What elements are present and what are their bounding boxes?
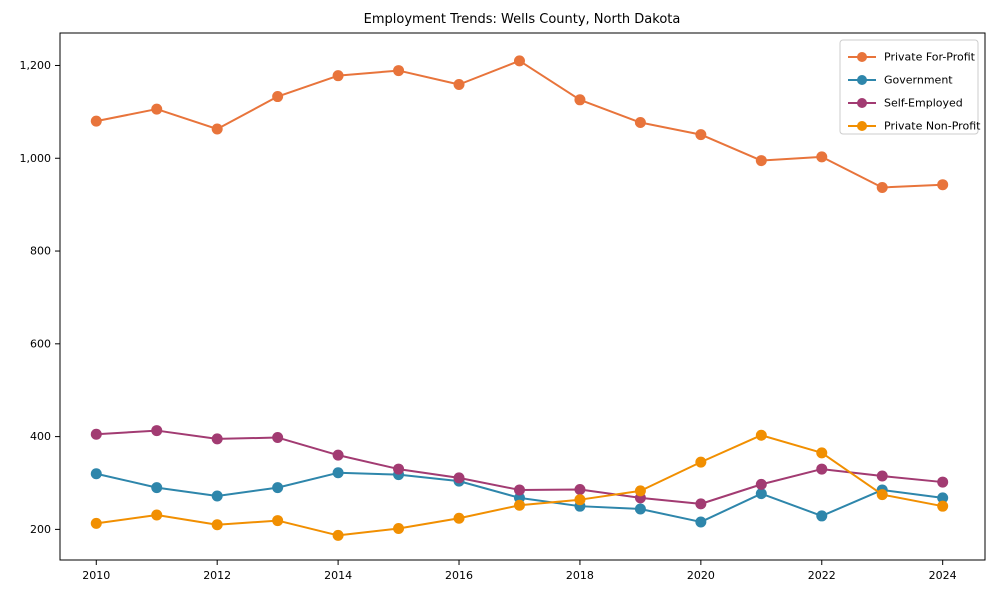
y-tick-label: 800: [30, 245, 51, 258]
legend-marker: [857, 52, 867, 62]
data-point-marker: [393, 65, 405, 77]
data-point-marker: [513, 499, 525, 511]
data-point-marker: [211, 123, 223, 135]
data-point-marker: [574, 494, 586, 506]
legend-marker: [857, 75, 867, 85]
x-tick-label: 2020: [687, 569, 715, 582]
legend-box: [839, 39, 979, 135]
data-point-marker: [151, 425, 163, 437]
legend-marker: [857, 121, 867, 131]
legend-entry: Government: [848, 74, 953, 87]
plot-spines: [59, 32, 986, 561]
data-point-marker: [574, 483, 586, 495]
data-point-marker: [634, 485, 646, 497]
x-tick-label: 2014: [324, 569, 352, 582]
series-private-for-profit: [90, 55, 949, 193]
x-tick-label: 2016: [445, 569, 473, 582]
data-point-marker: [211, 519, 223, 531]
data-point-marker: [332, 70, 344, 82]
data-point-marker: [272, 482, 284, 494]
data-point-marker: [634, 503, 646, 515]
data-point-marker: [695, 456, 707, 468]
y-tick-label: 1,200: [20, 59, 52, 72]
data-point-marker: [151, 509, 163, 521]
legend-label: Private For-Profit: [884, 51, 976, 64]
x-tick-label: 2018: [566, 569, 594, 582]
x-tick-label: 2012: [203, 569, 231, 582]
y-tick-label: 600: [30, 337, 51, 350]
y-tick-label: 400: [30, 430, 51, 443]
plot-area: [59, 32, 986, 561]
data-point-marker: [816, 510, 828, 522]
data-point-marker: [876, 489, 888, 501]
data-point-marker: [755, 478, 767, 490]
y-tick-label: 1,000: [20, 152, 52, 165]
data-point-marker: [937, 492, 949, 504]
legend-entry: Private Non-Profit: [848, 120, 981, 133]
data-point-marker: [453, 472, 465, 484]
data-point-marker: [393, 463, 405, 475]
data-point-marker: [332, 467, 344, 479]
data-point-marker: [332, 529, 344, 541]
data-point-marker: [513, 55, 525, 67]
data-point-marker: [695, 498, 707, 510]
data-point-marker: [90, 115, 102, 127]
data-point-marker: [937, 179, 949, 191]
data-point-marker: [755, 488, 767, 500]
data-point-marker: [513, 484, 525, 496]
legend: Private For-Profit Government Self-Employe…: [839, 39, 981, 135]
data-point-marker: [272, 91, 284, 103]
x-tick-label: 2022: [808, 569, 836, 582]
data-point-marker: [755, 155, 767, 167]
data-point-marker: [937, 500, 949, 512]
y-axis: 200 400 600 800 1,000 1,200: [20, 59, 60, 536]
data-point-marker: [151, 103, 163, 115]
data-point-marker: [695, 516, 707, 528]
x-tick-label: 2024: [929, 569, 957, 582]
series-lines: [90, 55, 949, 541]
data-point-marker: [332, 449, 344, 461]
x-tick-label: 2010: [82, 569, 110, 582]
data-point-marker: [211, 433, 223, 445]
data-point-marker: [453, 78, 465, 90]
data-point-marker: [90, 517, 102, 529]
data-point-marker: [937, 476, 949, 488]
legend-entry: Self-Employed: [848, 97, 963, 110]
data-point-marker: [574, 94, 586, 106]
data-point-marker: [453, 512, 465, 524]
data-point-marker: [393, 522, 405, 534]
data-point-marker: [272, 432, 284, 444]
legend-label: Self-Employed: [884, 97, 963, 110]
data-point-marker: [816, 151, 828, 163]
y-tick-label: 200: [30, 523, 51, 536]
data-point-marker: [634, 117, 646, 129]
data-point-marker: [876, 470, 888, 482]
x-axis: 2010 2012 2014 2016 2018 2020 2022 2024: [82, 560, 957, 582]
data-point-marker: [695, 129, 707, 141]
data-point-marker: [876, 181, 888, 193]
data-point-marker: [211, 490, 223, 502]
legend-label: Private Non-Profit: [884, 120, 981, 133]
legend-entry: Private For-Profit: [848, 51, 976, 64]
data-point-marker: [755, 429, 767, 441]
legend-label: Government: [884, 74, 953, 87]
chart-title: Employment Trends: Wells County, North D…: [364, 12, 681, 27]
data-point-marker: [90, 468, 102, 480]
data-point-marker: [816, 463, 828, 475]
data-point-marker: [151, 482, 163, 494]
data-point-marker: [272, 515, 284, 527]
data-point-marker: [90, 428, 102, 440]
series-self-employed: [90, 425, 949, 510]
data-point-marker: [816, 447, 828, 459]
series-private-non-profit: [90, 429, 949, 541]
legend-marker: [857, 98, 867, 108]
